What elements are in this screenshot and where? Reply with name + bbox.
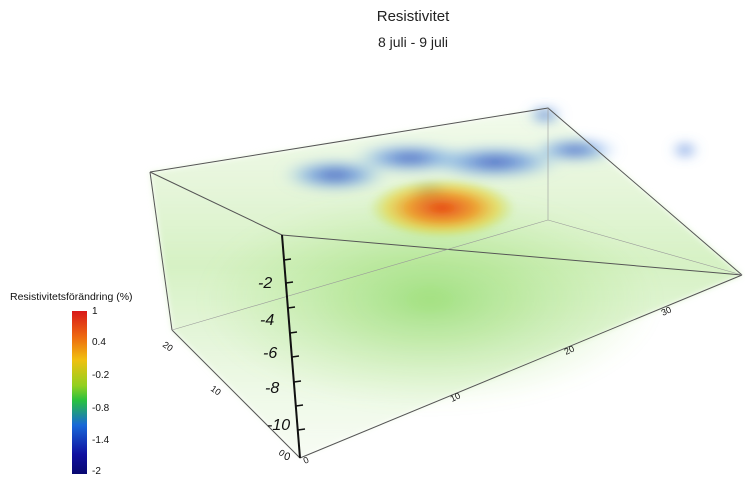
x-axis-tick-label: 20 — [563, 344, 576, 357]
depth-axis — [281, 234, 306, 459]
x-axis-tick-label: 10 — [449, 391, 462, 404]
depth-tick-label: 0 — [284, 451, 291, 463]
legend-tick-label: 1 — [92, 306, 98, 317]
y-axis-tick-label: 0 — [277, 447, 287, 458]
colorbar — [72, 311, 87, 474]
depth-tick-label: -2 — [258, 275, 272, 292]
legend-tick-label: -1.4 — [92, 435, 110, 446]
bounding-box — [149, 107, 743, 459]
depth-tick-label: -6 — [263, 345, 277, 362]
x-axis-tick-label: 0 — [302, 455, 311, 466]
legend-tick-label: 0.4 — [92, 337, 106, 348]
depth-tick-label: -4 — [260, 312, 274, 329]
legend-tick-label: -2 — [92, 466, 101, 477]
legend-title: Resistivitetsförändring (%) — [10, 291, 133, 303]
depth-tick-label: -8 — [265, 380, 279, 397]
x-axis-tick-label: 30 — [660, 305, 673, 318]
legend-tick-label: -0.2 — [92, 370, 110, 381]
y-axis-tick-label: 10 — [209, 383, 223, 397]
high-resistivity-anomaly — [368, 178, 516, 238]
chart-subtitle: 8 juli - 9 juli — [377, 34, 449, 50]
depth-tick-label: -10 — [267, 417, 290, 434]
y-axis-tick-label: 20 — [161, 339, 175, 353]
chart-title: Resistivitet — [376, 8, 450, 25]
legend-tick-label: -0.8 — [92, 403, 110, 414]
volume-green-core — [200, 190, 660, 410]
